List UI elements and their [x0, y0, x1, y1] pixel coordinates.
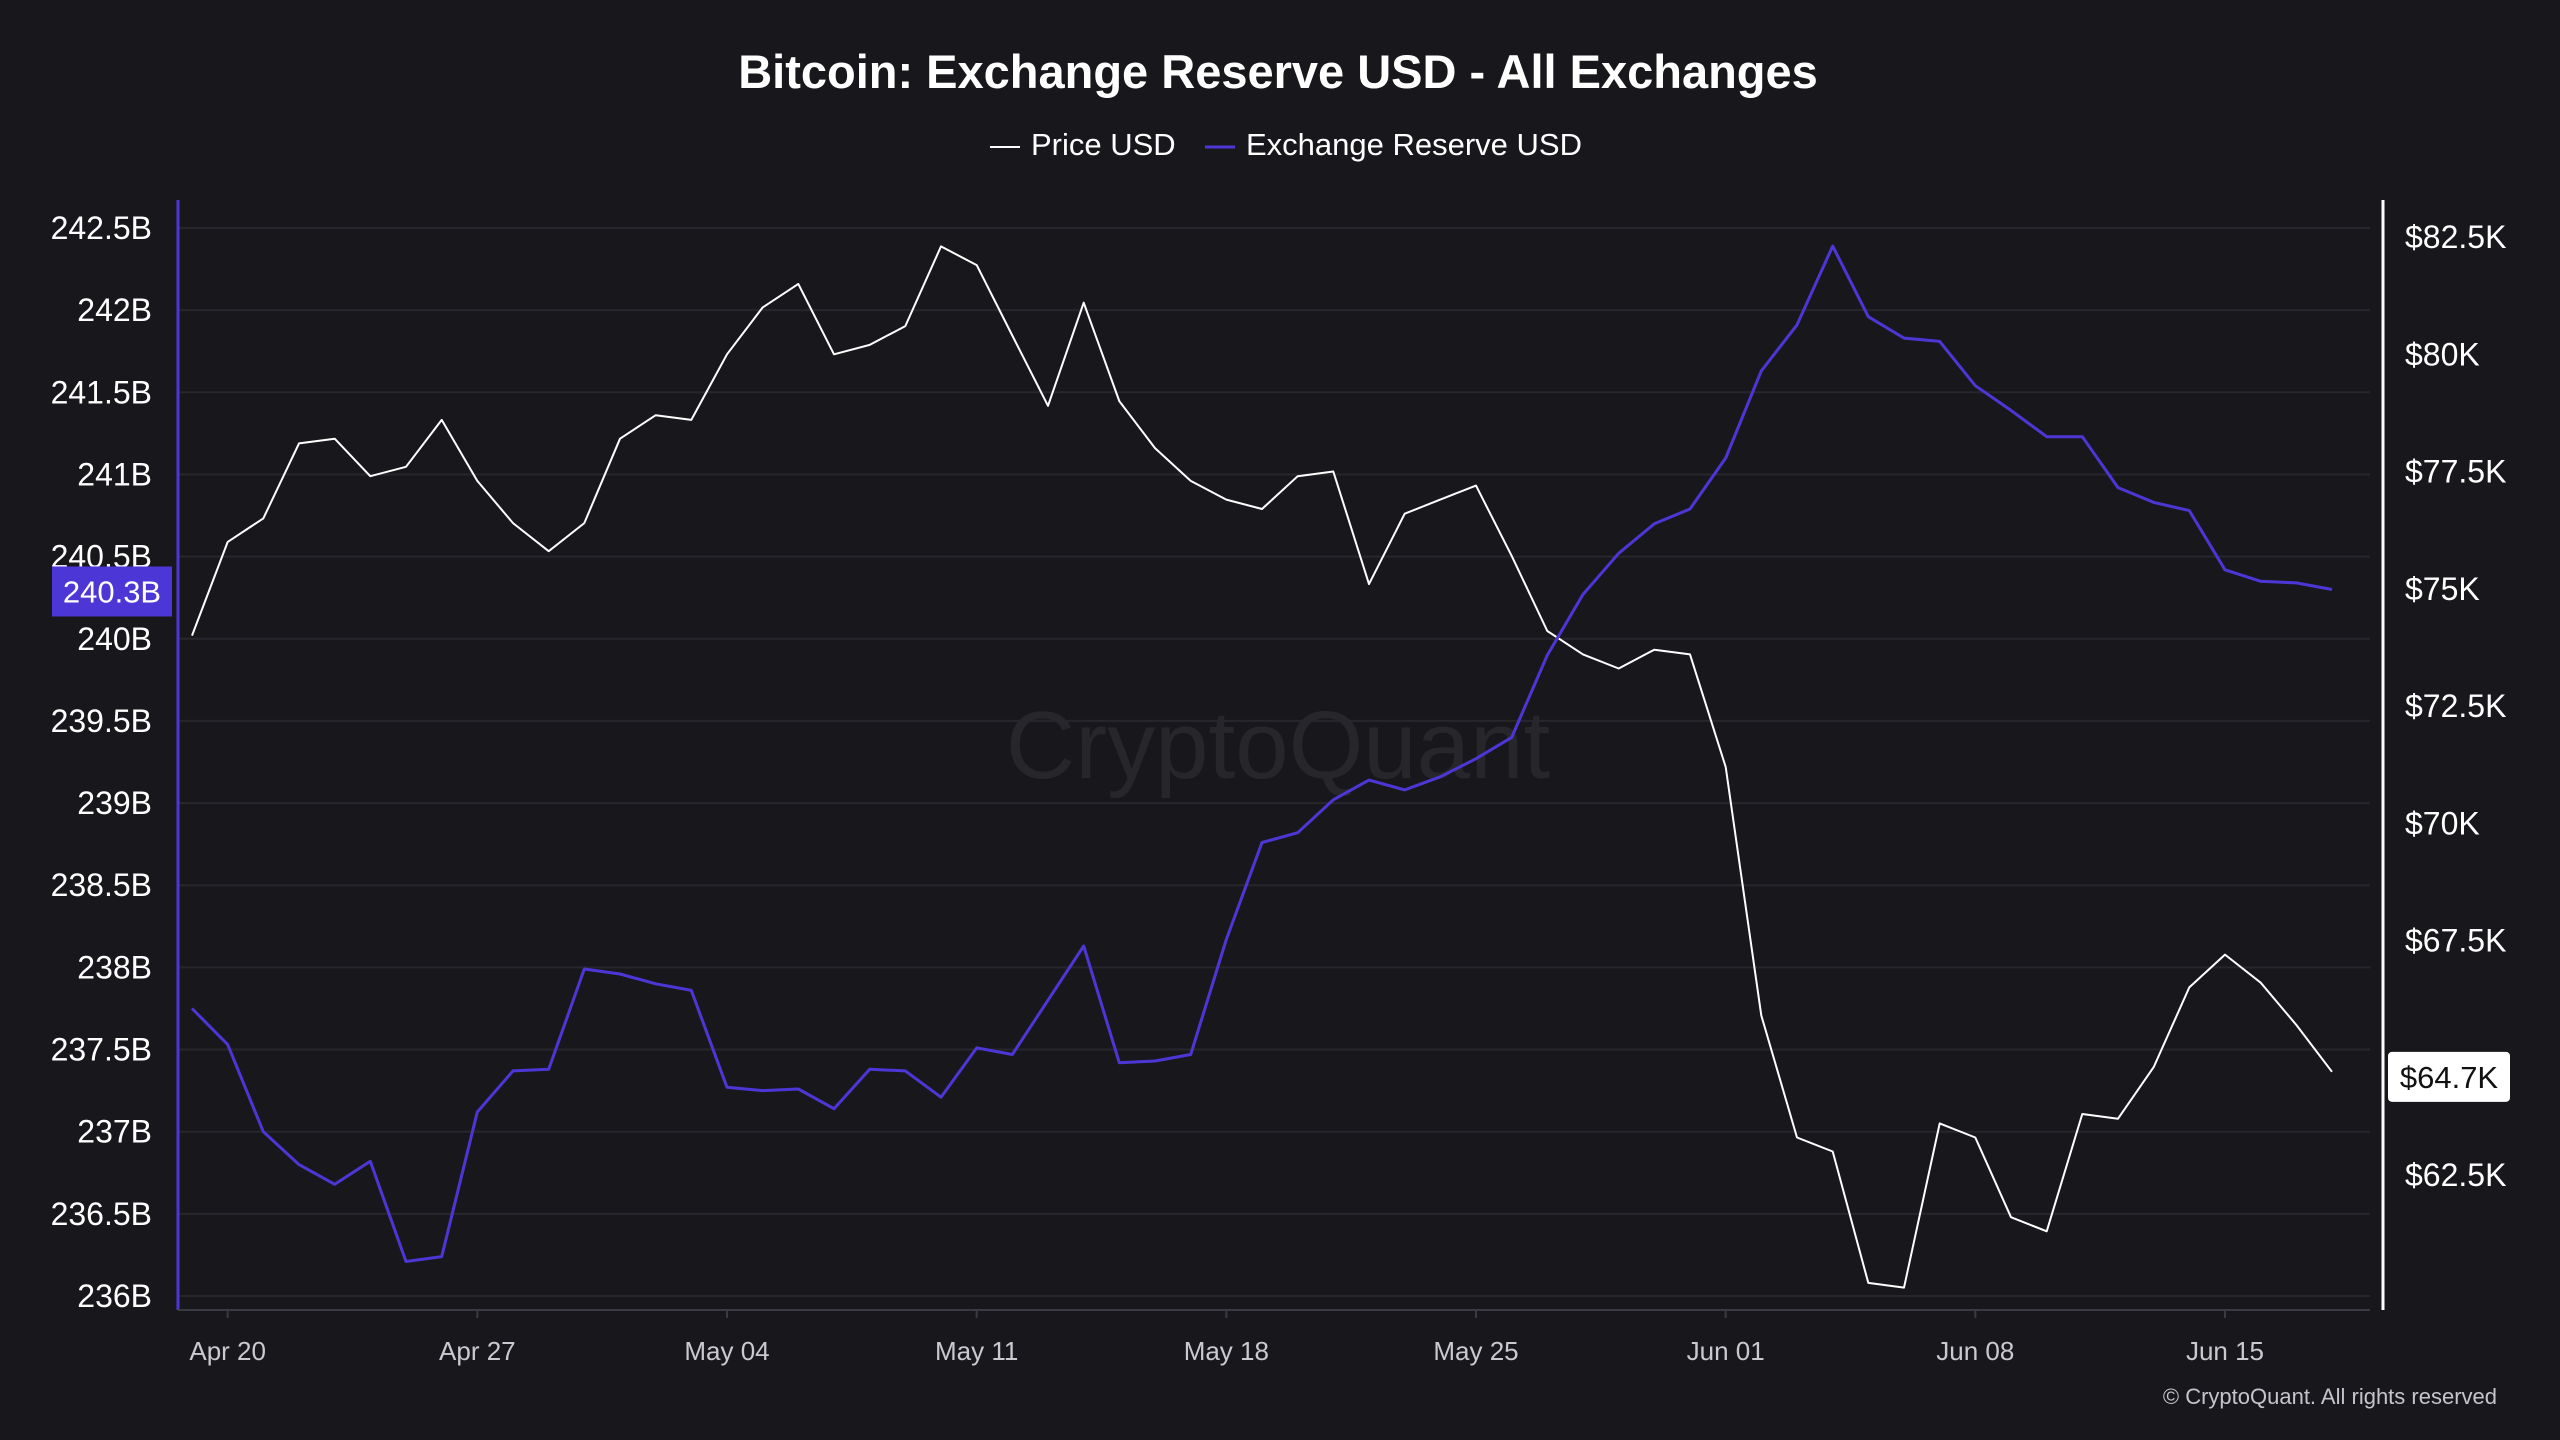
- exchange-reserve-line: [190, 244, 2333, 1263]
- left-tick-label: 238.5B: [51, 867, 152, 903]
- x-tick-label: Jun 08: [1936, 1336, 2014, 1366]
- legend-label-reserve: Exchange Reserve USD: [1246, 127, 1582, 162]
- legend: Price USD Exchange Reserve USD: [990, 127, 1582, 162]
- left-tick-label: 236.5B: [51, 1196, 152, 1232]
- left-tick-label: 237.5B: [51, 1032, 152, 1068]
- left-tick-label: 236B: [77, 1278, 152, 1314]
- legend-label-price: Price USD: [1031, 127, 1176, 162]
- right-tick-label: $70K: [2405, 805, 2480, 841]
- right-tick-label: $62.5K: [2405, 1157, 2506, 1193]
- right-tick-label: $82.5K: [2405, 219, 2506, 255]
- legend-item-reserve[interactable]: Exchange Reserve USD: [1205, 127, 1582, 162]
- right-last-value-badge: $64.7K: [2388, 1051, 2510, 1102]
- x-tick-label: Apr 20: [189, 1336, 266, 1366]
- left-tick-label: 238B: [77, 949, 152, 985]
- right-last-value-text: $64.7K: [2400, 1060, 2499, 1095]
- x-tick-label: Apr 27: [439, 1336, 516, 1366]
- left-tick-label: 240B: [77, 621, 152, 657]
- left-tick-label: 239B: [77, 785, 152, 821]
- left-tick-label: 241.5B: [51, 374, 152, 410]
- left-axis-ticks: 242.5B242B241.5B241B240.5B240B239.5B239B…: [51, 210, 152, 1314]
- x-tick-label: May 11: [935, 1336, 1018, 1366]
- left-last-value-badge: 240.3B: [52, 566, 172, 617]
- right-tick-label: $67.5K: [2405, 923, 2506, 959]
- left-tick-label: 239.5B: [51, 703, 152, 739]
- grid-lines: [178, 227, 2370, 1297]
- series-lines: [190, 244, 2333, 1289]
- price-line: [191, 245, 2333, 1289]
- legend-item-price[interactable]: Price USD: [990, 127, 1176, 162]
- left-last-value-text: 240.3B: [63, 574, 161, 609]
- right-tick-label: $80K: [2405, 336, 2480, 372]
- right-tick-label: $72.5K: [2405, 688, 2506, 724]
- right-axis-ticks: $82.5K $80K $77.5K $75K $72.5K $70K $67.5K $62.…: [2405, 219, 2506, 1193]
- x-axis-ticks: Apr 20 Apr 27 May 04 May 11 May 18 May 25 Jun …: [189, 1310, 2264, 1366]
- left-tick-label: 242B: [77, 292, 152, 328]
- x-tick-label: Jun 15: [2186, 1336, 2264, 1366]
- x-tick-label: May 25: [1433, 1336, 1518, 1366]
- chart-title: Bitcoin: Exchange Reserve USD - All Exch…: [738, 45, 1818, 98]
- left-tick-label: 241B: [77, 456, 152, 492]
- x-tick-label: May 04: [684, 1336, 769, 1366]
- axes: [176, 200, 2385, 1311]
- right-tick-label: $75K: [2405, 571, 2480, 607]
- right-tick-label: $77.5K: [2405, 454, 2506, 490]
- x-tick-label: Jun 01: [1687, 1336, 1765, 1366]
- x-tick-label: May 18: [1184, 1336, 1269, 1366]
- left-tick-label: 237B: [77, 1114, 152, 1150]
- watermark: CryptoQuant: [1006, 692, 1550, 799]
- left-tick-label: 242.5B: [51, 210, 152, 246]
- copyright-notice: © CryptoQuant. All rights reserved: [2163, 1384, 2497, 1409]
